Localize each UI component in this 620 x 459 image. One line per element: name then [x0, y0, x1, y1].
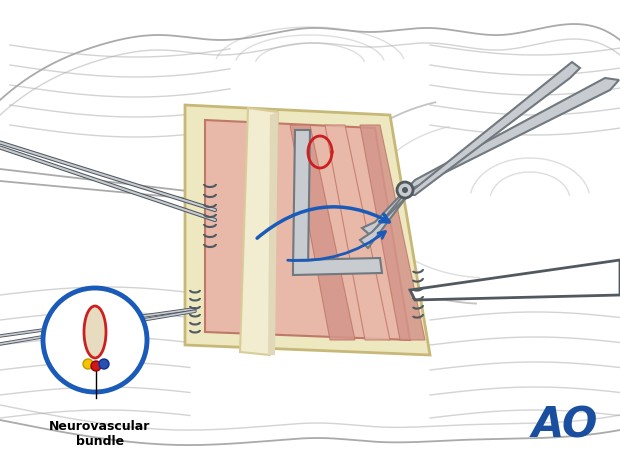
Polygon shape [362, 78, 619, 235]
Circle shape [43, 288, 147, 392]
Polygon shape [185, 105, 430, 355]
Polygon shape [410, 260, 620, 300]
Text: Neurovascular
bundle: Neurovascular bundle [50, 420, 151, 448]
Polygon shape [325, 125, 390, 340]
Circle shape [99, 359, 109, 369]
Polygon shape [268, 112, 278, 355]
Polygon shape [293, 258, 382, 275]
Polygon shape [290, 125, 355, 340]
Circle shape [83, 359, 93, 369]
Ellipse shape [84, 306, 106, 358]
Circle shape [91, 361, 101, 371]
Polygon shape [360, 125, 425, 340]
Circle shape [402, 187, 408, 193]
Text: AO: AO [532, 404, 598, 446]
Polygon shape [360, 62, 580, 248]
Polygon shape [240, 108, 278, 355]
Polygon shape [205, 120, 410, 340]
Polygon shape [293, 130, 310, 270]
Circle shape [397, 182, 413, 198]
